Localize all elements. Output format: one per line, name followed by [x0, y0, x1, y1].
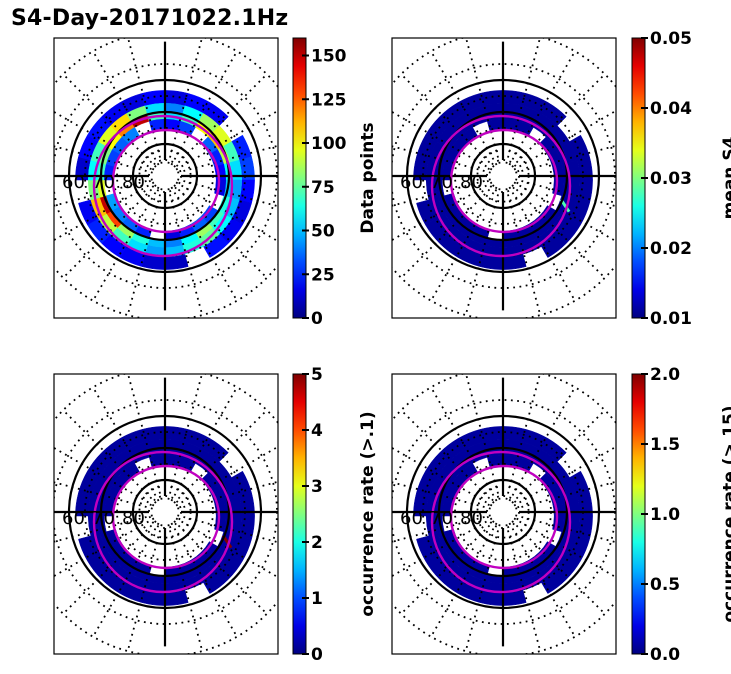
- colorbar-label: mean S4: [720, 136, 731, 219]
- lat-label-80: 80: [460, 508, 483, 529]
- axes-frame: [391, 373, 617, 655]
- axes-frame: [391, 37, 617, 319]
- lat-label-60: 60: [62, 172, 85, 193]
- lat-label-70: 70: [430, 508, 453, 529]
- lat-label-70: 70: [92, 172, 115, 193]
- colorbar-tick-label: 125: [311, 90, 347, 110]
- oval-equatorward-boundary: [92, 114, 234, 258]
- colorbar: [292, 373, 307, 655]
- figure-title: S4-Day-20171022.1Hz: [11, 6, 289, 31]
- colorbar-tick-label: 2: [311, 533, 323, 553]
- lat-label-60: 60: [400, 172, 423, 193]
- colorbar-tick-label: 2.0: [650, 365, 680, 385]
- chart-panel-0: 60 70 80 0 25 50 75 100 125 150 Data points: [53, 37, 378, 329]
- colorbar-tick-label: 0: [311, 645, 323, 665]
- chart-panel-1: 60 70 80 0.01 0.02 0.03 0.04 0.05 mean S4: [391, 29, 731, 329]
- oval-poleward-boundary: [449, 128, 559, 234]
- colorbar-tick-label: 50: [311, 222, 335, 242]
- oval-equatorward-boundary: [430, 114, 572, 258]
- colorbar-tick-label: 0.05: [650, 29, 692, 49]
- colorbar-tick-label: 0: [311, 309, 323, 329]
- colorbar-tick-label: 0.5: [650, 575, 680, 595]
- chart-panel-2: 60 70 80 0 1 2 3 4 5 occurrence rate (>.1): [53, 365, 378, 665]
- oval-poleward-boundary: [449, 464, 559, 570]
- axes-frame: [53, 373, 279, 655]
- colorbar-label: occurrence rate (>.1): [358, 411, 378, 616]
- colorbar: [292, 37, 307, 319]
- grid-circle-dotted: [148, 495, 182, 529]
- lat-label-80: 80: [122, 172, 145, 193]
- colorbar-tick-label: 25: [311, 265, 335, 285]
- lat-label-80: 80: [460, 172, 483, 193]
- oval-poleward-boundary: [111, 128, 221, 234]
- grid-circle-dotted: [486, 159, 520, 193]
- heat-bin: [148, 454, 166, 467]
- lat-label-60: 60: [400, 508, 423, 529]
- colorbar-label: Data points: [358, 122, 378, 233]
- colorbar-tick-label: 75: [311, 178, 335, 198]
- colorbar-tick-label: 150: [311, 47, 347, 67]
- colorbar-tick-label: 100: [311, 134, 347, 154]
- oval-equatorward-boundary: [92, 450, 234, 594]
- colorbar-tick-label: 3: [311, 477, 323, 497]
- plot-area: 60 70 80: [54, 374, 278, 654]
- axes-frame: [53, 37, 279, 319]
- colorbar-tick-label: 4: [311, 421, 323, 441]
- plot-area: 60 70 80: [392, 374, 616, 654]
- plot-area: 60 70 80: [54, 38, 278, 318]
- lat-label-70: 70: [92, 508, 115, 529]
- colorbar-tick-label: 1.5: [650, 435, 680, 455]
- colorbar-tick-label: 0.01: [650, 309, 692, 329]
- colorbar-label: occurrence rate (>.15): [720, 405, 731, 622]
- colorbar-tick-label: 0.02: [650, 239, 692, 259]
- colorbar-tick-label: 0.04: [650, 99, 692, 119]
- oval-equatorward-boundary: [430, 450, 572, 594]
- oval-poleward-boundary: [111, 464, 221, 570]
- grid-circle-dotted: [486, 495, 520, 529]
- colorbar-tick-label: 5: [311, 365, 323, 385]
- lat-label-80: 80: [122, 508, 145, 529]
- chart-panel-3: 60 70 80 0.0 0.5 1.0 1.5 2.0 occurrence rate (>.…: [391, 365, 731, 665]
- heat-bin: [148, 118, 166, 131]
- colorbar-tick-label: 1.0: [650, 505, 680, 525]
- plot-area: 60 70 80: [392, 38, 616, 318]
- heat-bin: [486, 454, 504, 467]
- heat-bin: [486, 118, 504, 131]
- lat-label-70: 70: [430, 172, 453, 193]
- lat-label-60: 60: [62, 508, 85, 529]
- colorbar-tick-label: 0.0: [650, 645, 680, 665]
- colorbar-tick-label: 0.03: [650, 169, 692, 189]
- colorbar-tick-label: 1: [311, 589, 323, 609]
